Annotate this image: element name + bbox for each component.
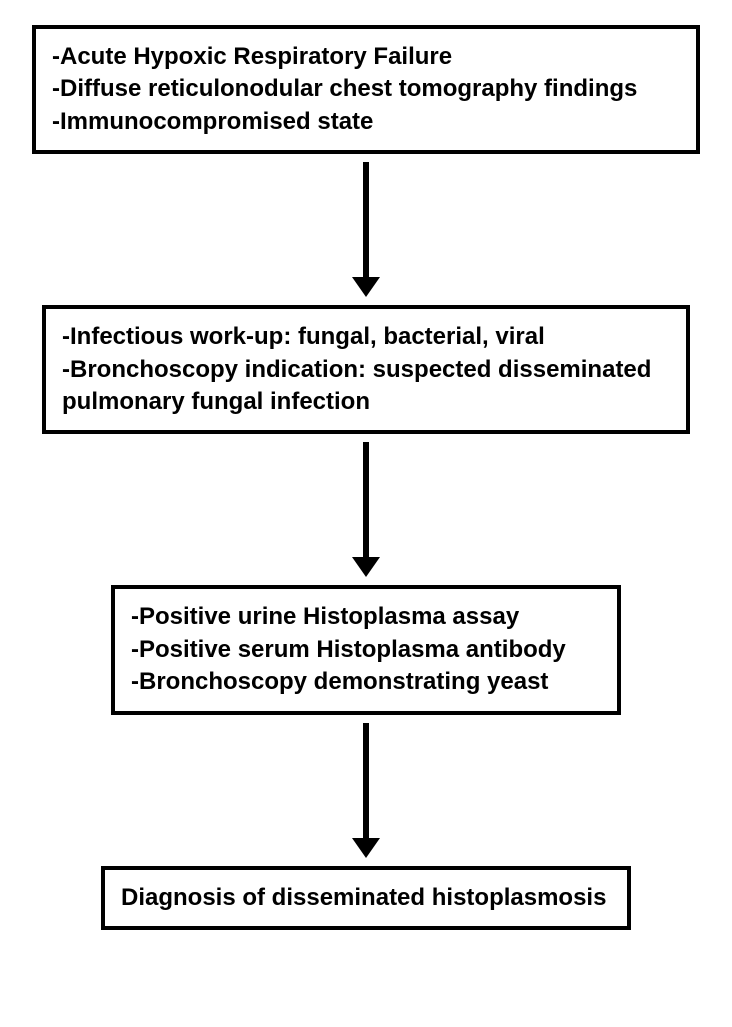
arrow-down	[352, 442, 380, 577]
arrow-line	[363, 723, 369, 838]
arrow-line	[363, 162, 369, 277]
arrow-head-icon	[352, 838, 380, 858]
box-line: -Diffuse reticulonodular chest tomograph…	[52, 73, 680, 105]
arrow-down	[352, 723, 380, 858]
flowchart-box-diagnosis: Diagnosis of disseminated histoplasmosis	[101, 866, 631, 930]
arrow-head-icon	[352, 557, 380, 577]
box-line: -Bronchoscopy demonstrating yeast	[131, 666, 601, 698]
box-line: -Bronchoscopy indication: suspected diss…	[62, 354, 670, 386]
arrow-head-icon	[352, 277, 380, 297]
box-line: -Immunocompromised state	[52, 106, 680, 138]
flowchart-box-workup: -Infectious work-up: fungal, bacterial, …	[42, 305, 690, 434]
box-line: -Acute Hypoxic Respiratory Failure	[52, 41, 680, 73]
box-line: -Positive serum Histoplasma antibody	[131, 634, 601, 666]
arrow-down	[352, 162, 380, 297]
flowchart-box-presentation: -Acute Hypoxic Respiratory Failure -Diff…	[32, 25, 700, 154]
box-line: Diagnosis of disseminated histoplasmosis	[121, 882, 611, 914]
flowchart-box-results: -Positive urine Histoplasma assay -Posit…	[111, 585, 621, 714]
box-line: -Infectious work-up: fungal, bacterial, …	[62, 321, 670, 353]
box-line: -Positive urine Histoplasma assay	[131, 601, 601, 633]
box-line: pulmonary fungal infection	[62, 386, 670, 418]
arrow-line	[363, 442, 369, 557]
